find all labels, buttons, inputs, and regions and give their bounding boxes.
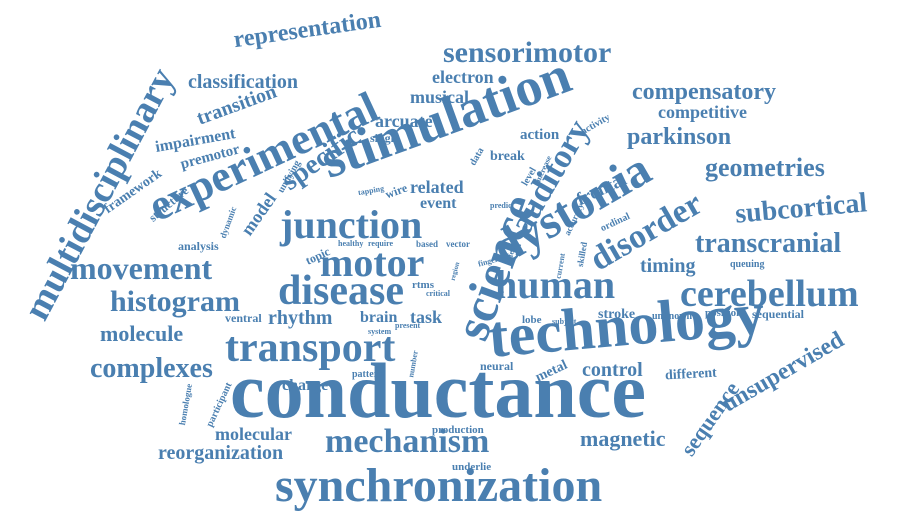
word-synchronization: synchronization xyxy=(275,459,603,512)
word-neural: neural xyxy=(480,359,514,373)
word-subcortical: subcortical xyxy=(733,187,869,230)
word-task: task xyxy=(410,307,443,327)
word-vector: vector xyxy=(446,239,470,249)
word-underlie: underlie xyxy=(452,461,492,473)
word-geometries: geometries xyxy=(705,153,825,182)
word-disease: disease xyxy=(278,268,404,314)
word-sequence: sequence xyxy=(675,377,745,461)
word-wire: wire xyxy=(383,180,410,202)
word-charge: charge xyxy=(282,377,329,394)
word-healthy: healthy xyxy=(338,239,364,248)
word-rtms: rtms xyxy=(412,279,434,291)
word-parkinson: parkinson xyxy=(627,124,732,150)
word-molecular: molecular xyxy=(215,424,292,444)
word-magnetic: magnetic xyxy=(580,426,666,451)
word-dynamic: dynamic xyxy=(217,205,239,240)
word-rhythm: rhythm xyxy=(268,307,333,329)
word-arcuate: arcuate xyxy=(375,111,433,131)
word-mechanism: mechanism xyxy=(325,423,490,460)
word-break: break xyxy=(490,149,525,164)
word-stroke: stroke xyxy=(598,307,636,322)
word-related: related xyxy=(410,177,464,197)
word-region: region xyxy=(448,261,462,282)
word-sequential: sequential xyxy=(752,307,805,321)
word-histogram: histogram xyxy=(110,285,240,318)
word-single: single xyxy=(370,131,400,145)
word-tapping: tapping xyxy=(357,183,385,198)
word-require: require xyxy=(368,239,394,248)
word-event: event xyxy=(420,195,457,212)
word-action: action xyxy=(520,127,560,143)
word-queuing: queuing xyxy=(730,259,765,270)
word-electron: electron xyxy=(432,67,494,87)
word-representation: representation xyxy=(231,6,383,54)
word-control: control xyxy=(582,359,643,381)
word-junction: junction xyxy=(280,202,423,247)
word-timing: timing xyxy=(640,255,696,277)
word-cerebellum: cerebellum xyxy=(680,273,859,315)
word-conductance: conductance xyxy=(230,347,646,434)
word-system: system xyxy=(368,327,392,336)
word-ventral: ventral xyxy=(225,311,262,325)
word-human: human xyxy=(495,262,616,307)
word-competitive: competitive xyxy=(658,102,747,122)
word-present: present xyxy=(395,321,421,330)
word-movement: movement xyxy=(70,250,213,286)
word-compensatory: compensatory xyxy=(632,79,776,105)
word-subject: subject xyxy=(552,317,577,326)
word-transcranial: transcranial xyxy=(695,228,842,259)
word-data: data xyxy=(467,145,487,168)
word-transport: transport xyxy=(225,325,396,371)
word-based: based xyxy=(416,239,439,249)
word-unknown: unknown xyxy=(652,311,693,322)
word-sensorimotor: sensorimotor xyxy=(443,36,612,69)
word-different: different xyxy=(664,365,718,384)
word-critical: critical xyxy=(426,289,450,298)
word-homologue: homologue xyxy=(176,382,195,426)
word-classification: classification xyxy=(188,71,298,93)
word-brain: brain xyxy=(360,309,398,326)
word-motor: motor xyxy=(320,240,425,285)
word-predict: predict xyxy=(490,201,515,210)
word-lobe: lobe xyxy=(522,314,542,326)
word-musical: musical xyxy=(410,87,470,107)
word-model: model xyxy=(236,189,281,239)
word-complexes: complexes xyxy=(90,353,213,384)
word-molecule: molecule xyxy=(100,321,184,346)
word-analysis: analysis xyxy=(178,239,219,253)
word-position: position xyxy=(705,307,743,319)
word-reorganization: reorganization xyxy=(158,442,284,464)
word-production: production xyxy=(432,424,484,436)
word-pattern: pattern xyxy=(352,369,384,380)
